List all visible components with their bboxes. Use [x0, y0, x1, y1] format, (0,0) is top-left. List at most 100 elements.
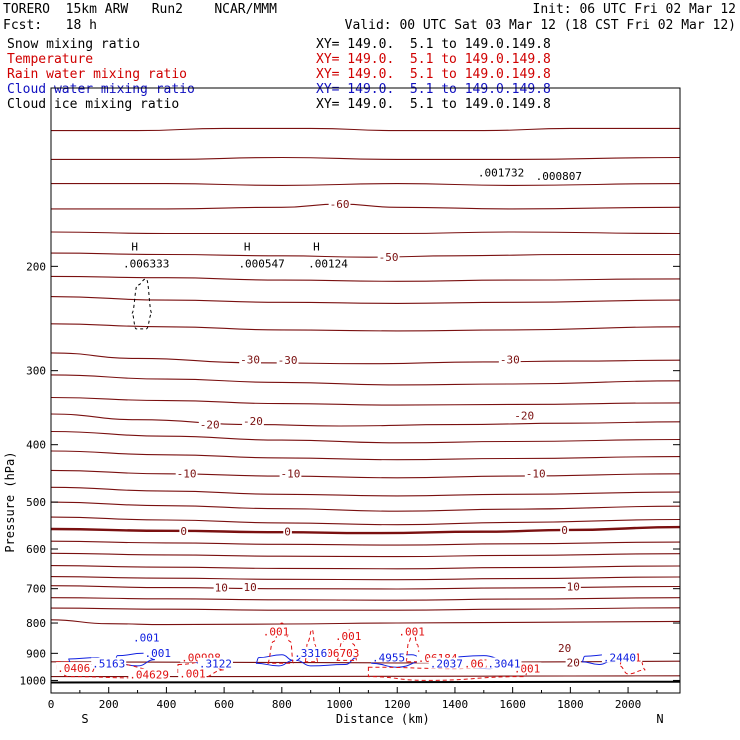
isotherm-3	[51, 203, 680, 210]
isotherm-11	[51, 396, 680, 406]
cloud-water-label-6-bg	[91, 657, 127, 669]
legend-xy-3: XY= 149.0. 5.1 to 149.0.149.8	[316, 82, 551, 97]
temperature-label-7-bg	[513, 409, 536, 421]
x-tick-label-0: 0	[48, 698, 55, 711]
legend-field-1: Temperature	[7, 52, 94, 67]
isotherm-6	[51, 275, 680, 282]
legend-field-3: Cloud water mixing ratio	[7, 82, 195, 97]
rain-label-0-bg	[261, 625, 291, 637]
isotherm-24	[51, 585, 680, 590]
surface-line	[51, 680, 680, 684]
legend-field-2: Rain water mixing ratio	[7, 67, 188, 82]
legend-xy-0: XY= 149.0. 5.1 to 149.0.149.8	[316, 37, 551, 52]
y-tick-label-6: 800	[26, 617, 46, 630]
temperature-label-18-bg	[565, 656, 581, 668]
isotherm-7	[51, 296, 680, 304]
cloud-water-label-0: .001	[133, 631, 160, 644]
cloud-water-label-5: .3041	[487, 658, 520, 671]
isotherm-4	[51, 231, 680, 235]
temperature-label-9: -10	[281, 467, 301, 480]
temperature-label-17: 20	[558, 642, 571, 655]
temperature-label-3-bg	[276, 354, 299, 366]
rain-label-2: .001	[398, 625, 425, 638]
temperature-label-4-bg	[498, 353, 521, 365]
temperature-label-16: 10	[567, 580, 580, 593]
temperature-label-8-bg	[175, 467, 198, 479]
x-tick-label-10: 2000	[615, 698, 642, 711]
rain-label-1-bg	[333, 630, 363, 642]
isotherm-28	[51, 660, 680, 664]
rain-label-4: .06703	[320, 647, 360, 660]
x-tick-label-5: 1000	[326, 698, 353, 711]
isotherm-2	[51, 183, 680, 186]
isotherm-22	[51, 565, 680, 570]
temperature-label-15-bg	[242, 580, 258, 592]
isotherm-8	[51, 323, 680, 332]
rain-label-7-bg	[56, 662, 98, 674]
cloud-water-label-7-bg	[197, 657, 233, 669]
cloud-ice-label-5: .00124	[308, 258, 348, 271]
contour-layer	[51, 127, 680, 684]
isotherm-14	[51, 450, 680, 461]
isotherm-26	[51, 607, 680, 611]
temperature-label-7: -20	[514, 409, 534, 422]
isotherm-13	[51, 430, 680, 444]
cloud-water-label-0-bg	[132, 631, 161, 643]
isotherm-15	[51, 469, 680, 479]
isotherm-16	[51, 486, 680, 497]
rain-label-8-bg	[128, 668, 170, 680]
cloud-ice-label-6: .001732	[478, 166, 524, 179]
cloud-water-label-8: .2440	[603, 651, 636, 664]
x-tick-label-7: 1400	[442, 698, 469, 711]
forecast-hour: Fcst: 18 h	[3, 18, 97, 33]
rain-label-0: .001	[263, 625, 290, 638]
temperature-label-9-bg	[279, 467, 302, 479]
isotherm-21	[51, 552, 680, 558]
cloud-water-label-1-bg	[143, 646, 172, 658]
temperature-label-1-bg	[377, 251, 400, 263]
cloud-water-label-3-bg	[371, 651, 407, 663]
isotherm-12	[51, 413, 680, 427]
temperature-label-10: -10	[526, 467, 546, 480]
y-axis-title: Pressure (hPa)	[3, 452, 17, 553]
cloud-water-label-7: .3122	[199, 658, 232, 671]
valid-time: Valid: 00 UTC Sat 03 Mar 12 (18 CST Fri …	[344, 18, 736, 33]
temperature-label-16-bg	[565, 580, 581, 592]
temperature-label-2: -30	[240, 353, 260, 366]
isotherm-18	[51, 516, 680, 526]
legend-xy-4: XY= 149.0. 5.1 to 149.0.149.8	[316, 97, 551, 112]
cloud-water-label-4: .2037	[430, 658, 463, 671]
temperature-label-5-bg	[198, 418, 221, 430]
isotherm-10	[51, 374, 680, 386]
isotherm-0	[51, 127, 680, 132]
cloud-ice-label-3: .000547	[238, 258, 284, 271]
rain-label-7: .04067	[57, 662, 97, 675]
isotherm-25	[51, 597, 680, 601]
cloud-ice-label-2: H	[244, 240, 251, 253]
rain-label-4-bg	[318, 646, 361, 658]
cloud-ice-label-4: H	[313, 240, 320, 253]
x-tick-label-2: 400	[156, 698, 176, 711]
temperature-label-13-bg	[560, 523, 569, 535]
cloud-water-label-5-bg	[486, 657, 522, 669]
rain-label-2-bg	[397, 625, 426, 637]
temperature-label-3: -30	[278, 354, 298, 367]
y-tick-label-2: 400	[26, 439, 46, 452]
temperature-label-0-bg	[328, 198, 351, 210]
x-end-label-right: N	[656, 712, 663, 726]
temperature-label-15: 10	[243, 581, 256, 594]
plot-frame	[50, 87, 681, 694]
isotherm-17	[51, 501, 680, 512]
temperature-label-14-bg	[213, 581, 229, 593]
legend-field-4: Cloud ice mixing ratio	[7, 97, 180, 112]
cloud-water-label-2: .3316	[294, 647, 327, 660]
isotherm-1	[51, 156, 680, 160]
temperature-label-12-bg	[283, 525, 292, 537]
y-tick-label-5: 700	[26, 583, 46, 596]
temperature-label-0: -60	[330, 198, 350, 211]
isotherm-9	[51, 352, 680, 365]
rain-label-8: .04629	[129, 669, 169, 682]
isotherm-20	[51, 540, 680, 546]
temperature-label-4: -30	[500, 353, 520, 366]
